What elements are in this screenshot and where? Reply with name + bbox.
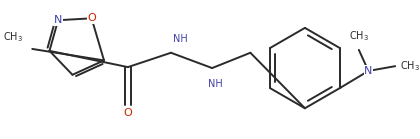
Text: O: O: [87, 13, 96, 23]
Text: CH$_3$: CH$_3$: [3, 30, 23, 44]
Text: N: N: [54, 15, 62, 25]
Text: NH: NH: [208, 79, 223, 89]
Text: N: N: [364, 66, 373, 76]
Text: O: O: [123, 108, 132, 118]
Text: CH$_3$: CH$_3$: [349, 29, 369, 43]
Text: CH$_3$: CH$_3$: [400, 59, 420, 73]
Text: NH: NH: [173, 34, 188, 44]
